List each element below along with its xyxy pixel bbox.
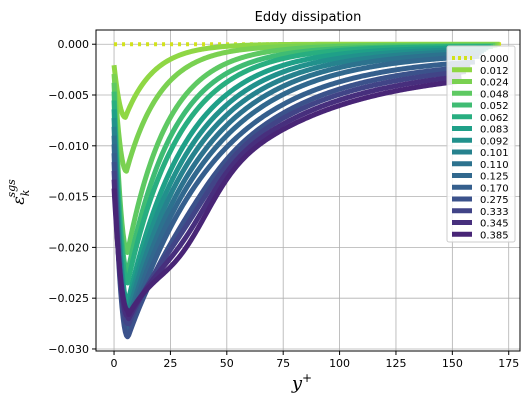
y-axis-label-sup: sgs — [5, 179, 18, 198]
x-tick-label: 125 — [385, 357, 406, 370]
legend-label: 0.110 — [480, 160, 509, 171]
y-tick-label: −0.015 — [48, 191, 89, 204]
x-tick-label: 50 — [220, 357, 234, 370]
y-axis-label-base: ε — [9, 196, 28, 205]
y-axis-label: εksgs — [5, 179, 32, 205]
legend-label: 0.101 — [480, 148, 509, 159]
ticks-layer: 0 25 50 75 100 125 150 175 0.000 −0.005 −0.010 −0.0… — [48, 38, 519, 370]
svg-text:εksgs: εksgs — [5, 179, 32, 205]
x-tick-label: 175 — [498, 357, 519, 370]
x-axis-label: y+ — [291, 371, 312, 394]
x-axis-label-base: y — [291, 373, 303, 394]
legend-label: 0.012 — [480, 66, 509, 77]
x-axis-label-sup: + — [302, 371, 312, 385]
series-layer — [111, 41, 503, 340]
legend-label: 0.275 — [480, 195, 509, 206]
y-tick-label: −0.010 — [48, 140, 89, 153]
y-tick-label: −0.020 — [48, 241, 89, 254]
x-tick-label: 100 — [329, 357, 350, 370]
legend-label: 0.333 — [480, 207, 509, 218]
y-tick-label: −0.005 — [48, 89, 89, 102]
series-line — [111, 53, 481, 332]
x-tick-label: 25 — [163, 357, 177, 370]
legend-label: 0.000 — [480, 54, 509, 65]
chart-title: Eddy dissipation — [255, 10, 362, 25]
legend-label: 0.024 — [480, 78, 509, 89]
legend-label: 0.062 — [480, 113, 509, 124]
legend-label: 0.052 — [480, 101, 509, 112]
y-tick-label: −0.025 — [48, 292, 89, 305]
y-axis-label-sub: k — [19, 189, 32, 196]
series-line — [111, 59, 477, 337]
legend: 0.0000.0120.0240.0480.0520.0620.0830.092… — [446, 45, 516, 243]
legend-label: 0.345 — [480, 219, 509, 230]
x-tick-label: 0 — [111, 357, 118, 370]
x-tick-label: 150 — [442, 357, 463, 370]
series-line — [111, 74, 463, 322]
y-tick-label: 0.000 — [58, 38, 90, 51]
series-line — [111, 79, 459, 317]
x-tick-label: 75 — [276, 357, 290, 370]
series-line — [111, 64, 472, 340]
legend-label: 0.083 — [480, 125, 509, 136]
legend-label: 0.385 — [480, 230, 509, 241]
legend-label: 0.125 — [480, 172, 509, 183]
legend-label: 0.048 — [480, 89, 509, 100]
series-line — [111, 50, 484, 327]
series-line — [111, 69, 468, 327]
y-tick-label: −0.030 — [48, 343, 89, 356]
series-line — [111, 48, 486, 319]
plot-frame — [95, 29, 521, 352]
legend-label: 0.170 — [480, 183, 509, 194]
legend-label: 0.092 — [480, 136, 509, 147]
